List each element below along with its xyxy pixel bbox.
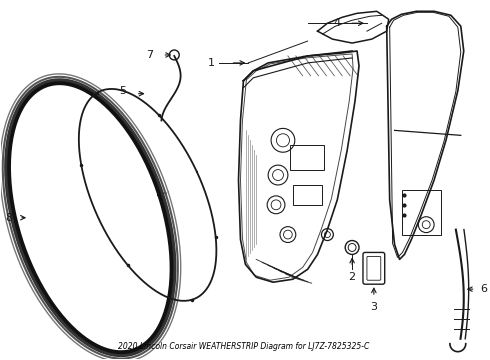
Text: 4: 4: [334, 18, 341, 28]
Text: 2020 Lincoln Corsair WEATHERSTRIP Diagram for LJ7Z-7825325-C: 2020 Lincoln Corsair WEATHERSTRIP Diagra…: [118, 342, 369, 351]
Text: 5: 5: [120, 86, 126, 96]
Text: 6: 6: [481, 284, 488, 294]
Text: 3: 3: [370, 302, 377, 312]
Text: 2: 2: [348, 272, 356, 282]
Text: 8: 8: [6, 213, 13, 223]
Text: 7: 7: [146, 50, 153, 60]
Text: 1: 1: [208, 58, 215, 68]
